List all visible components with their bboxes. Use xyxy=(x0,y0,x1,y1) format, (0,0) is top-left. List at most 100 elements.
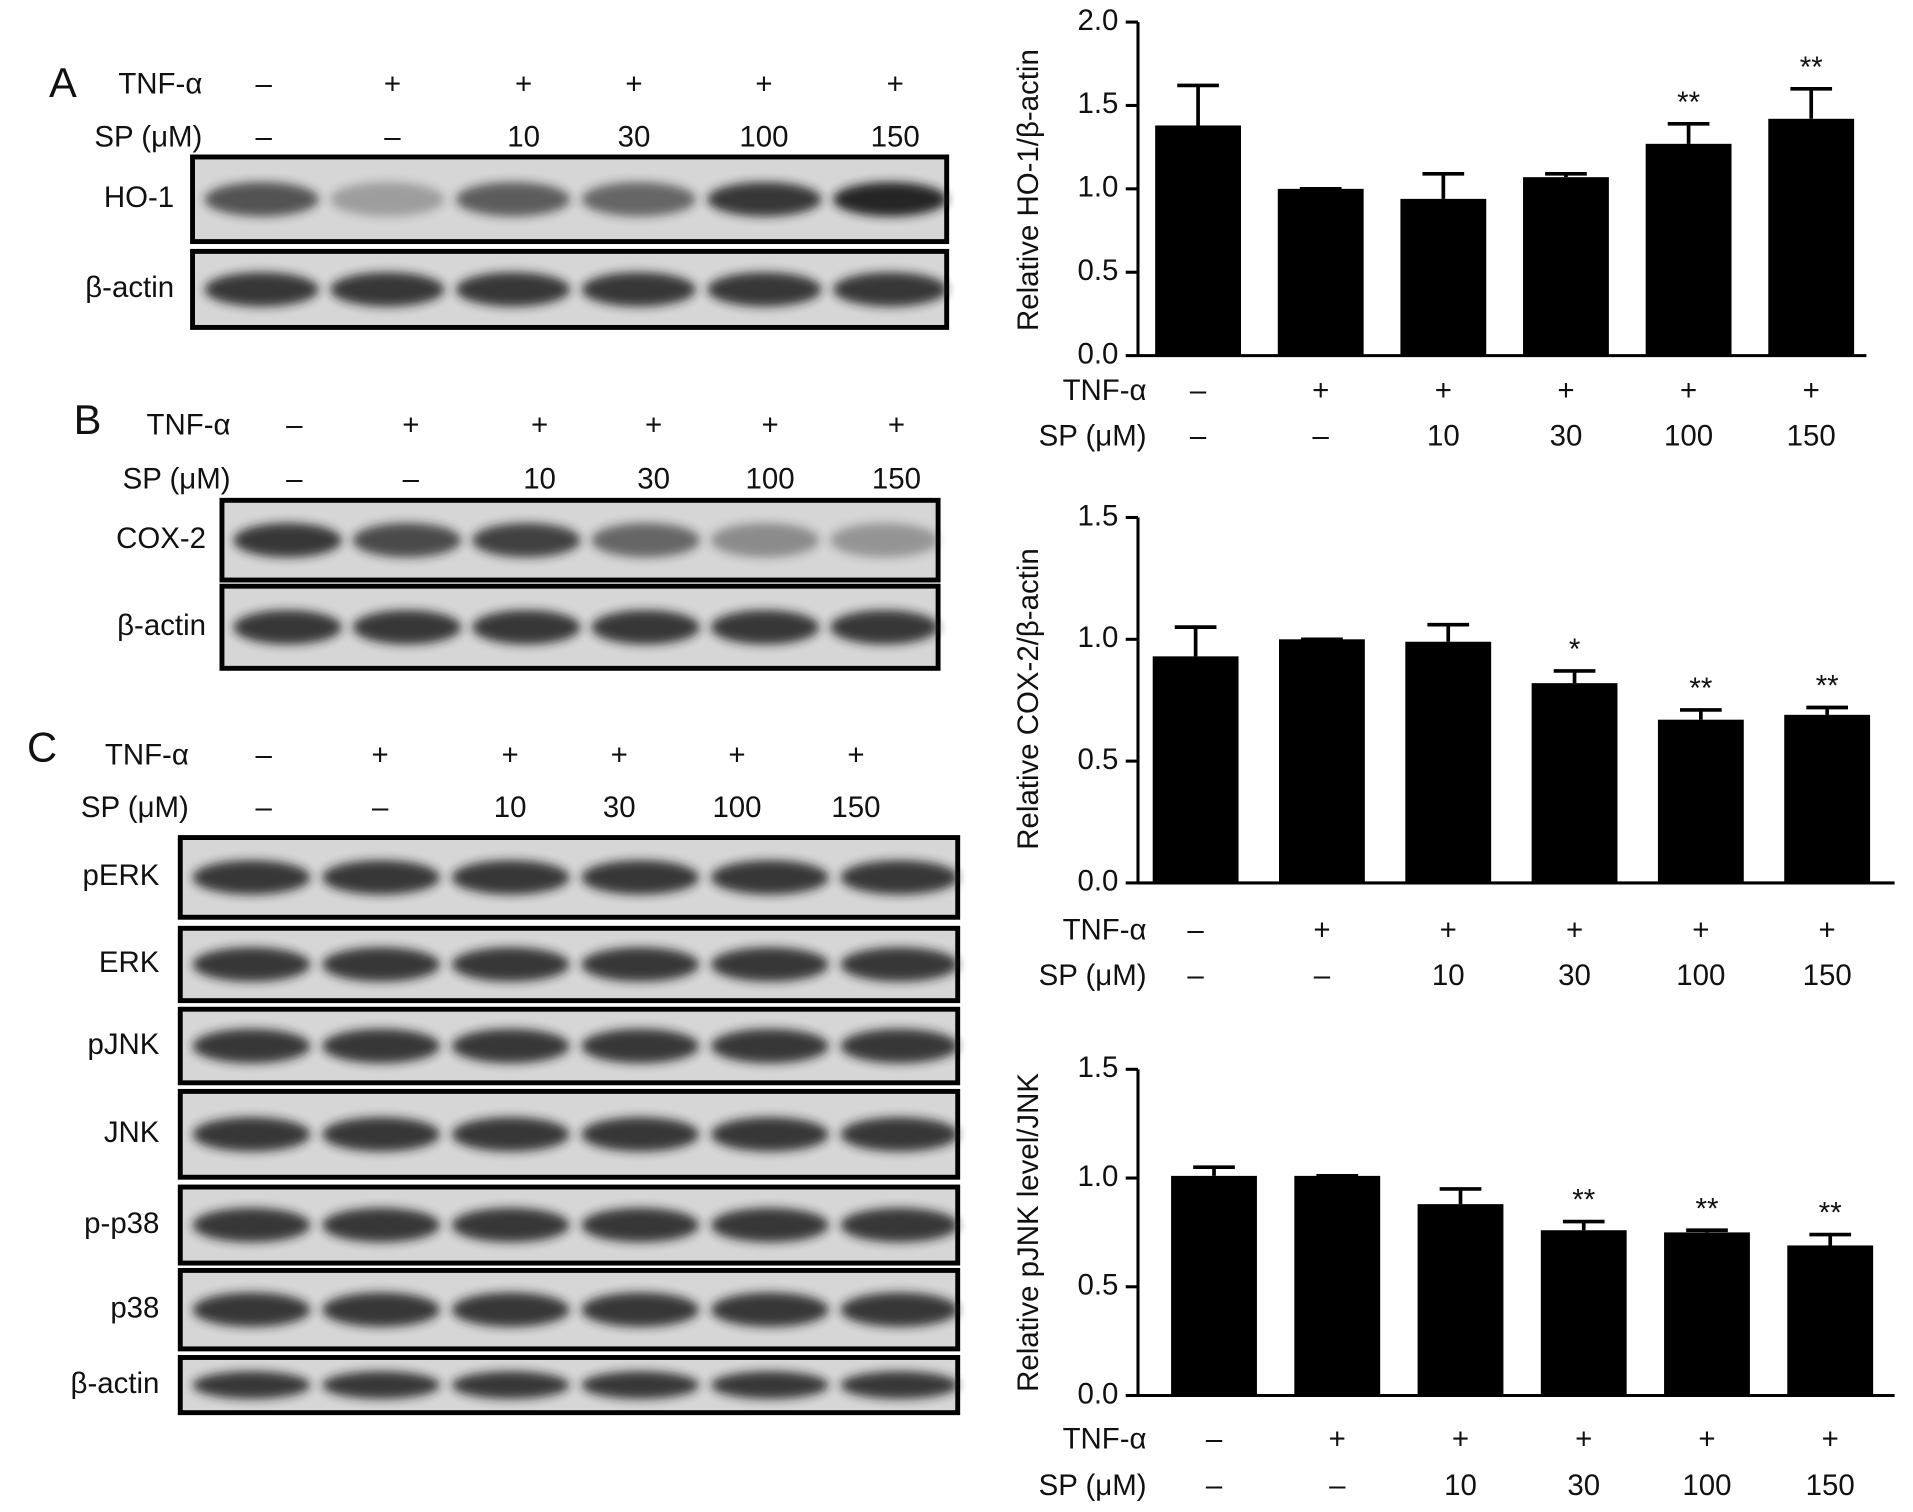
lane-label: 100 xyxy=(746,462,795,495)
lane-label: + xyxy=(755,68,772,101)
blot-band xyxy=(192,860,311,895)
significance-mark: ** xyxy=(1689,672,1712,705)
blot-band xyxy=(192,1028,311,1064)
bar xyxy=(1417,1204,1504,1396)
blot-band xyxy=(472,523,581,558)
lane-label: + xyxy=(887,68,904,101)
band-label: β-actin xyxy=(117,609,206,642)
panel-letter: B xyxy=(74,396,102,443)
x-tick-label: + xyxy=(1313,914,1330,947)
blot-band xyxy=(472,610,581,645)
x-tick-label: + xyxy=(1698,1423,1715,1456)
error-bar xyxy=(1553,669,1596,684)
x-tick-label: – xyxy=(1187,914,1204,947)
x-tick-label: + xyxy=(1312,374,1329,407)
blot-band xyxy=(322,947,441,982)
blot-band xyxy=(710,1292,829,1327)
x-tick-label: – xyxy=(1313,420,1330,453)
blot-band xyxy=(840,860,959,895)
blot-band xyxy=(581,182,696,217)
y-tick-label: 1.0 xyxy=(1077,621,1118,654)
blot-band xyxy=(581,860,700,895)
row-label: SP (μM) xyxy=(81,791,189,824)
band-label: COX-2 xyxy=(116,522,206,555)
bar xyxy=(1645,143,1732,356)
row-label: TNF-α xyxy=(1063,374,1147,407)
blot-band xyxy=(707,182,822,217)
lane-label: + xyxy=(372,738,389,771)
y-tick-label: 1.5 xyxy=(1077,499,1118,532)
bar xyxy=(1152,656,1239,883)
lane-label: + xyxy=(728,738,745,771)
row-label: TNF-α xyxy=(105,738,189,771)
blot-band xyxy=(204,182,319,217)
significance-mark: ** xyxy=(1572,1184,1595,1217)
row-label: SP (μM) xyxy=(1039,420,1147,453)
blot-band xyxy=(710,1028,829,1064)
error-bar xyxy=(1790,86,1833,119)
blot-band xyxy=(840,1292,959,1327)
y-tick-label: 0.5 xyxy=(1077,743,1118,776)
blot-band xyxy=(322,1117,441,1152)
blot-band xyxy=(451,1207,570,1243)
band-label: p-p38 xyxy=(84,1207,159,1240)
blot-band xyxy=(451,1028,570,1064)
blot-band xyxy=(322,860,441,895)
blot-band xyxy=(710,610,820,645)
lane-label: + xyxy=(515,68,532,101)
x-tick-label: + xyxy=(1822,1423,1839,1456)
lane-label: – xyxy=(286,409,303,442)
lane-label: + xyxy=(531,409,548,442)
x-tick-label: 10 xyxy=(1432,959,1465,992)
blot-band xyxy=(581,1292,700,1327)
blot-band xyxy=(707,272,822,307)
blot-band xyxy=(192,1371,311,1399)
blot-band xyxy=(840,947,959,982)
band-label: HO-1 xyxy=(104,181,174,214)
blot-band xyxy=(322,1028,441,1064)
blot-band xyxy=(451,1371,570,1399)
x-tick-label: 100 xyxy=(1682,1469,1731,1502)
error-bar xyxy=(1174,625,1217,657)
x-tick-label: – xyxy=(1329,1469,1346,1502)
row-label: SP (μM) xyxy=(1039,1469,1147,1502)
blot-band xyxy=(451,1117,570,1152)
band-label: JNK xyxy=(104,1116,160,1149)
blot-band xyxy=(710,1117,829,1152)
x-tick-label: + xyxy=(1435,374,1452,407)
error-bar xyxy=(1545,171,1587,178)
error-bar xyxy=(1562,1219,1605,1231)
panel-letter: A xyxy=(49,59,77,106)
lane-label: 150 xyxy=(871,120,920,153)
blot-band xyxy=(451,860,570,895)
bar xyxy=(1279,639,1365,883)
lane-label: – xyxy=(403,462,420,495)
lane-label: 100 xyxy=(712,791,761,824)
blot-band xyxy=(322,1207,441,1243)
lane-label: – xyxy=(286,462,303,495)
lane-label: + xyxy=(402,409,419,442)
bar xyxy=(1531,683,1618,883)
row-label: SP (μM) xyxy=(94,120,202,153)
significance-mark: ** xyxy=(1819,1197,1842,1230)
blot-band xyxy=(330,182,445,217)
blot-band xyxy=(710,1207,829,1243)
y-axis-label: Relative COX-2/β-actin xyxy=(1012,548,1045,849)
lane-label: + xyxy=(888,409,905,442)
blot-band xyxy=(352,610,462,645)
blot-band xyxy=(832,182,948,217)
row-label: SP (μM) xyxy=(1039,959,1147,992)
blot-band xyxy=(710,947,829,982)
lane-label: 150 xyxy=(872,462,921,495)
x-tick-label: 30 xyxy=(1558,959,1591,992)
lane-label: + xyxy=(762,409,779,442)
lane-label: + xyxy=(847,738,864,771)
significance-mark: ** xyxy=(1816,670,1839,703)
blot-band xyxy=(840,1371,959,1399)
blot-band xyxy=(591,523,700,558)
x-tick-label: 100 xyxy=(1676,959,1725,992)
x-tick-label: + xyxy=(1557,374,1574,407)
bar xyxy=(1294,1175,1381,1396)
band-label: pERK xyxy=(83,859,160,892)
